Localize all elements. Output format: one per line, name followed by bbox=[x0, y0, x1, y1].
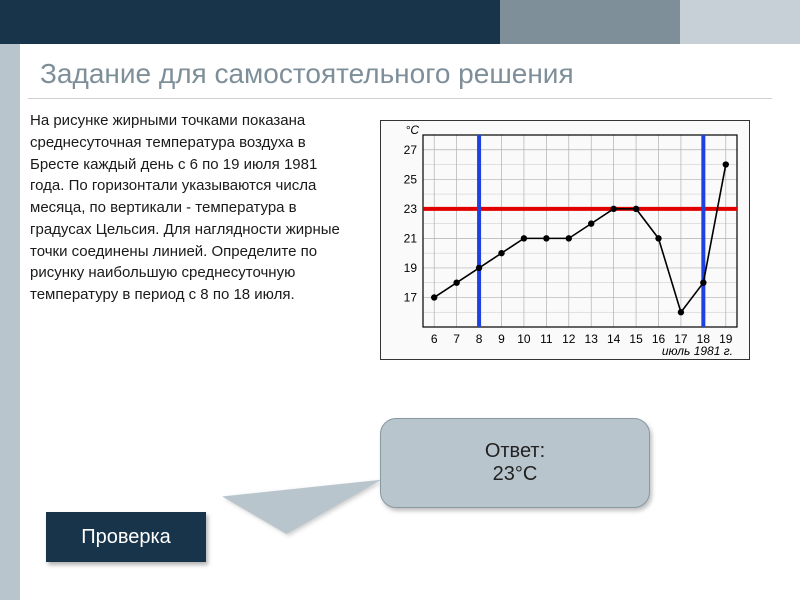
svg-text:7: 7 bbox=[453, 332, 460, 346]
temperature-chart: 171921232527678910111213141516171819°Cию… bbox=[380, 120, 750, 360]
svg-text:17: 17 bbox=[404, 290, 418, 304]
answer-box: Ответ: 23°C bbox=[380, 418, 650, 508]
svg-text:10: 10 bbox=[517, 332, 531, 346]
chart-svg: 171921232527678910111213141516171819°Cию… bbox=[381, 121, 751, 361]
svg-text:25: 25 bbox=[404, 172, 418, 186]
svg-text:11: 11 bbox=[540, 332, 553, 346]
check-button-label: Проверка bbox=[81, 526, 171, 549]
svg-text:15: 15 bbox=[629, 332, 643, 346]
topbar-segment-dark bbox=[0, 0, 500, 44]
svg-text:12: 12 bbox=[562, 332, 576, 346]
svg-text:8: 8 bbox=[476, 332, 483, 346]
answer-label: Ответ: bbox=[485, 440, 545, 462]
svg-text:°C: °C bbox=[406, 123, 420, 137]
task-text: На рисунке жирными точками показана сред… bbox=[30, 110, 350, 306]
svg-text:21: 21 bbox=[404, 231, 418, 245]
svg-text:9: 9 bbox=[498, 332, 505, 346]
answer-speech-tail bbox=[222, 480, 386, 540]
svg-text:13: 13 bbox=[585, 332, 599, 346]
topbar-segment-light bbox=[680, 0, 800, 44]
check-button[interactable]: Проверка bbox=[46, 512, 206, 562]
top-decor-bar bbox=[0, 0, 800, 44]
svg-text:23: 23 bbox=[404, 202, 418, 216]
answer-text: Ответ: 23°C bbox=[485, 440, 545, 486]
title-underline bbox=[28, 98, 772, 99]
left-decor-sidebar bbox=[0, 44, 20, 600]
svg-text:июль 1981 г.: июль 1981 г. bbox=[662, 344, 733, 358]
svg-text:27: 27 bbox=[404, 143, 418, 157]
topbar-segment-mid bbox=[500, 0, 680, 44]
page-title: Задание для самостоятельного решения bbox=[40, 58, 574, 90]
svg-text:14: 14 bbox=[607, 332, 621, 346]
answer-value: 23°C bbox=[493, 463, 538, 485]
svg-text:6: 6 bbox=[431, 332, 438, 346]
svg-text:19: 19 bbox=[404, 261, 418, 275]
